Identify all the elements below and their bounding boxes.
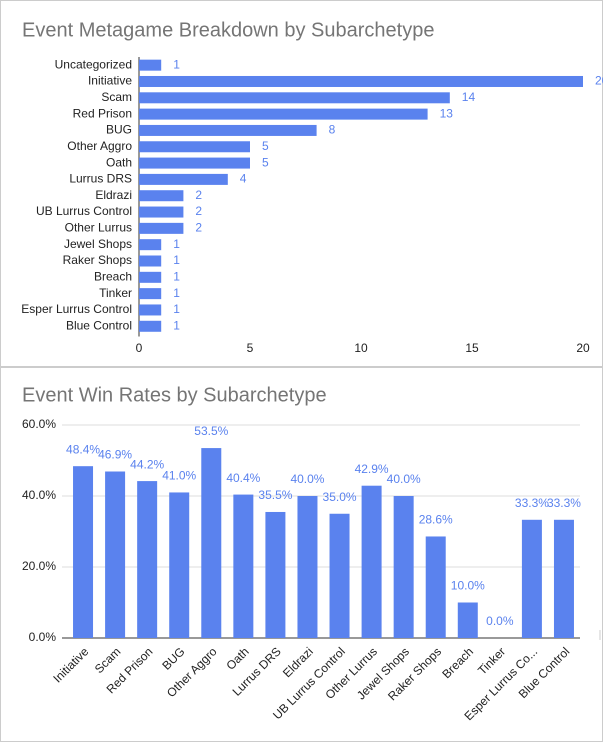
chart-title: Event Win Rates by Subarchetype xyxy=(22,384,327,406)
value-label: 13 xyxy=(440,106,454,120)
y-tick-label: UB Lurrus Control xyxy=(36,204,132,218)
value-label: 28.6% xyxy=(419,513,453,527)
bar xyxy=(139,141,250,153)
value-label: 0.0% xyxy=(486,614,514,628)
bar xyxy=(139,222,184,234)
value-label: 44.2% xyxy=(130,457,164,471)
x-tick-label: 15 xyxy=(465,341,479,355)
value-label: 33.3% xyxy=(547,496,581,510)
y-tick-label: Other Lurrus xyxy=(65,221,132,235)
bar xyxy=(521,519,542,638)
bar xyxy=(297,496,318,638)
value-label: 40.4% xyxy=(226,471,260,485)
value-label: 1 xyxy=(173,237,180,251)
x-tick-label: Initiative xyxy=(50,644,91,685)
y-tick-label: Lurrus DRS xyxy=(69,172,132,186)
value-label: 14 xyxy=(462,90,476,104)
bar xyxy=(137,481,158,638)
value-label: 8 xyxy=(329,123,336,137)
y-tick-label: Oath xyxy=(106,155,132,169)
x-tick-label: BUG xyxy=(159,644,187,672)
bar xyxy=(139,173,228,185)
bar xyxy=(139,239,162,251)
bar xyxy=(361,485,382,638)
y-tick-label: Breach xyxy=(94,269,132,283)
value-label: 41.0% xyxy=(162,469,196,483)
value-label: 1 xyxy=(173,302,180,316)
bar xyxy=(457,602,478,638)
y-tick-label: Esper Lurrus Control xyxy=(21,302,132,316)
value-label: 42.9% xyxy=(355,462,389,476)
value-label: 1 xyxy=(173,253,180,267)
y-tick-label: 60.0% xyxy=(22,417,56,431)
y-tick-label: Initiative xyxy=(88,74,132,88)
bar xyxy=(73,466,94,638)
value-label: 1 xyxy=(173,57,180,71)
value-label: 40.0% xyxy=(387,472,421,486)
chart-title: Event Metagame Breakdown by Subarchetype xyxy=(22,19,434,41)
x-tick-label: 0 xyxy=(136,341,143,355)
value-label: 2 xyxy=(195,221,202,235)
bar xyxy=(139,124,317,136)
y-tick-label: Other Aggro xyxy=(67,139,132,153)
bar xyxy=(139,75,583,87)
bar xyxy=(139,190,184,202)
value-label: 4 xyxy=(240,172,247,186)
bar xyxy=(139,59,162,71)
y-tick-label: Red Prison xyxy=(73,106,132,120)
value-label: 40.0% xyxy=(290,472,324,486)
x-tick-label: 20 xyxy=(576,341,590,355)
y-tick-label: BUG xyxy=(106,123,132,137)
bar xyxy=(233,494,254,638)
x-tick-label: 5 xyxy=(247,341,254,355)
bar xyxy=(139,108,428,120)
y-tick-label: Jewel Shops xyxy=(64,237,132,251)
y-tick-label: Tinker xyxy=(99,286,132,300)
value-label: 53.5% xyxy=(194,424,228,438)
y-tick-label: Scam xyxy=(101,90,132,104)
value-label: 2 xyxy=(195,188,202,202)
bar xyxy=(139,92,450,104)
value-label: 1 xyxy=(173,269,180,283)
value-label: 10.0% xyxy=(451,579,485,593)
value-label: 5 xyxy=(262,155,269,169)
bar xyxy=(265,511,286,638)
value-label: 35.0% xyxy=(323,490,357,504)
value-label: 33.3% xyxy=(515,496,549,510)
bar xyxy=(139,271,162,283)
bar xyxy=(553,519,574,638)
value-label: 5 xyxy=(262,139,269,153)
value-label: 1 xyxy=(173,286,180,300)
value-label: 2 xyxy=(195,204,202,218)
y-tick-label: 0.0% xyxy=(29,630,57,644)
bar xyxy=(169,492,190,638)
value-label: 46.9% xyxy=(98,448,132,462)
bar xyxy=(139,304,162,316)
x-tick-label: Breach xyxy=(439,644,476,681)
x-tick-label: 10 xyxy=(354,341,368,355)
x-tick-label: Oath xyxy=(223,644,251,672)
value-label: 48.4% xyxy=(66,442,100,456)
bar xyxy=(329,513,350,638)
bar xyxy=(425,536,446,638)
y-tick-label: Raker Shops xyxy=(63,253,132,267)
bar xyxy=(139,206,184,218)
value-label: 35.5% xyxy=(258,488,292,502)
bar xyxy=(201,448,222,638)
bar xyxy=(393,496,414,638)
y-tick-label: Eldrazi xyxy=(95,188,132,202)
y-tick-label: 20.0% xyxy=(22,559,56,573)
bar xyxy=(105,471,126,638)
bar xyxy=(139,255,162,267)
value-label: 20 xyxy=(595,74,603,88)
bar xyxy=(139,288,162,300)
y-tick-label: 40.0% xyxy=(22,488,56,502)
value-label: 1 xyxy=(173,318,180,332)
bar xyxy=(139,157,250,169)
y-tick-label: Uncategorized xyxy=(55,57,132,71)
y-tick-label: Blue Control xyxy=(66,318,132,332)
bar xyxy=(139,320,162,332)
